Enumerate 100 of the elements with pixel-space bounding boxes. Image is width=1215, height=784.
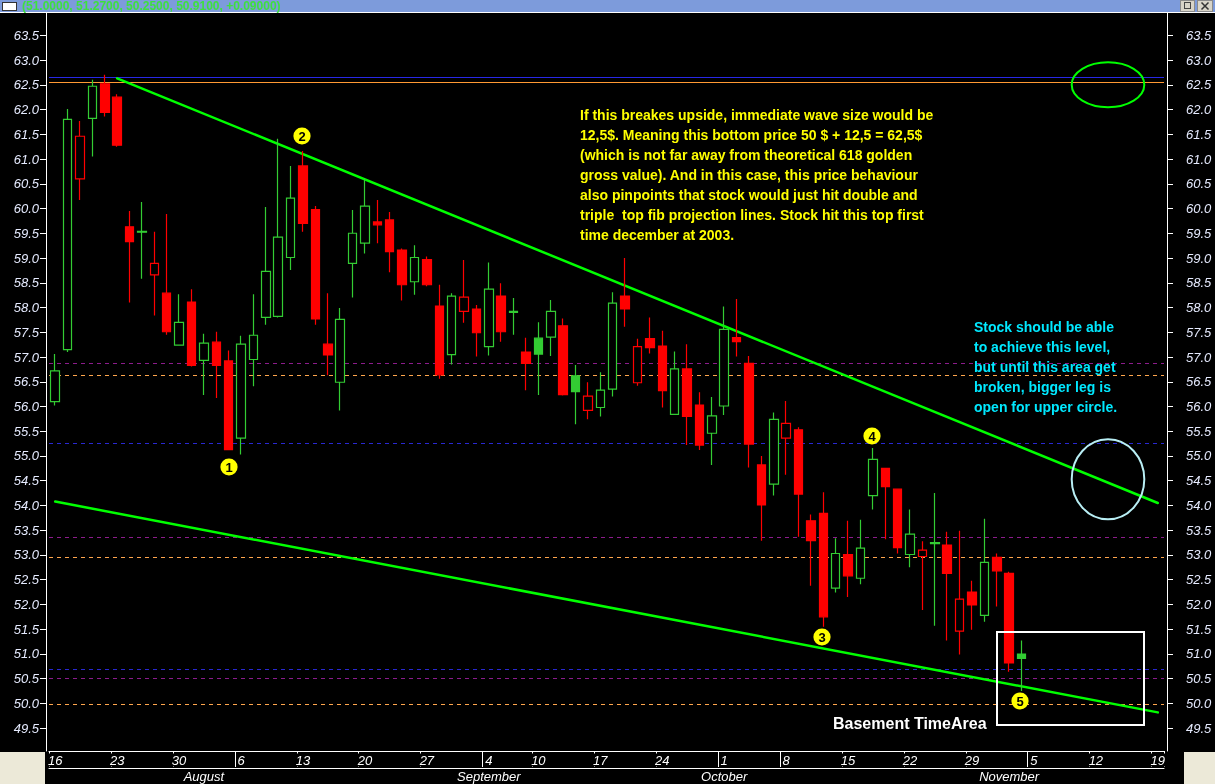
candlestick xyxy=(396,248,408,302)
candlestick xyxy=(657,330,668,409)
candlestick xyxy=(186,288,197,368)
x-tick-label: 27 xyxy=(418,752,435,768)
x-tick-label: 5 xyxy=(1030,752,1039,768)
candlestick xyxy=(731,298,742,358)
candlestick xyxy=(706,396,718,466)
candlestick xyxy=(198,333,210,396)
candlestick xyxy=(260,206,272,326)
candlestick xyxy=(508,297,519,336)
candlestick xyxy=(780,400,792,476)
y2-tick-label: 55.5 xyxy=(1186,423,1213,439)
candlestick xyxy=(880,467,891,540)
x-tick-label: 16 xyxy=(47,752,64,768)
y-tick-label: 55.0 xyxy=(13,448,40,464)
y-tick-label: 57.0 xyxy=(13,349,40,365)
candlestick xyxy=(347,209,358,299)
candlestick xyxy=(644,316,656,355)
candlestick xyxy=(173,293,185,346)
y-tick-label: 52.5 xyxy=(13,572,40,588)
candlestick xyxy=(570,364,581,425)
chart-title: (51.0000, 51.2700, 50.2500, 50.9100, +0.09000) xyxy=(22,0,281,13)
y-tick-label: 63.5 xyxy=(13,27,40,43)
candlestick xyxy=(718,305,730,416)
y2-tick-label: 57.0 xyxy=(1186,349,1213,365)
x-tick-label: 6 xyxy=(237,752,246,768)
candlestick xyxy=(855,519,866,585)
y2-tick-label: 50.5 xyxy=(1186,671,1213,687)
y-tick-label: 56.5 xyxy=(13,374,40,390)
candlestick xyxy=(322,292,334,376)
candlestick xyxy=(842,520,854,598)
y-tick-label: 56.0 xyxy=(13,399,40,414)
y2-tick-label: 59.0 xyxy=(1186,250,1213,266)
y2-tick-label: 63.0 xyxy=(1186,52,1213,68)
candlestick xyxy=(966,580,978,631)
y2-tick-label: 51.5 xyxy=(1186,621,1213,637)
candlestick xyxy=(694,391,705,451)
y-tick-label: 57.5 xyxy=(13,324,40,340)
candlestick xyxy=(979,518,990,623)
y-tick-label: 49.5 xyxy=(13,720,40,736)
annotation: 1 xyxy=(225,459,233,475)
candlestick xyxy=(458,259,470,324)
candlestick xyxy=(904,508,916,568)
candlestick xyxy=(211,331,222,399)
candlestick xyxy=(892,488,903,555)
candlestick xyxy=(124,210,135,304)
candlestick xyxy=(49,353,61,407)
candlestick xyxy=(285,165,296,271)
y-tick-label: 54.5 xyxy=(13,473,40,489)
x-tick-label: 30 xyxy=(171,752,188,768)
candlestick xyxy=(545,299,557,357)
y2-tick-label: 54.5 xyxy=(1186,473,1213,489)
annotation: 2 xyxy=(298,128,306,144)
annotation: 3 xyxy=(818,629,826,645)
y-tick-label: 51.5 xyxy=(13,621,40,637)
candlestick xyxy=(830,537,841,594)
x-tick-label: 4 September xyxy=(457,752,522,784)
y-tick-label: 58.5 xyxy=(13,275,40,291)
y-tick-label: 51.0 xyxy=(13,646,40,662)
y-tick-label: 54.0 xyxy=(13,497,40,513)
candlestick xyxy=(161,213,172,336)
y-tick-label: 50.0 xyxy=(13,695,40,711)
y2-tick-label: 58.5 xyxy=(1186,275,1213,291)
x-tick-label: 17 xyxy=(593,752,609,768)
x-tick-label: 20 xyxy=(356,752,373,768)
candlestick xyxy=(681,343,693,446)
y-tick-label: 63.0 xyxy=(13,52,40,68)
annotation: If this breakes upside, immediate wave size would be 12,5$. Meaning this bottom price 50 $ + 12,5 = 62,5$ (which is not far away from theoretical 618 golden gross value). And in this case, this price behaviour also pinpoints that stock would just hit double and triple top fib projection lines. Stock hit this top first time december at 2003. xyxy=(580,107,934,243)
candlestick xyxy=(743,355,755,468)
y-tick-label: 53.5 xyxy=(13,522,40,538)
y2-tick-label: 56.5 xyxy=(1186,374,1213,390)
candlestick xyxy=(619,257,631,328)
candlestick xyxy=(297,150,309,233)
candlestick xyxy=(607,291,618,398)
y2-tick-label: 49.5 xyxy=(1186,720,1213,736)
y-tick-label: 62.5 xyxy=(13,77,40,93)
candlestick xyxy=(434,284,445,380)
candlestick xyxy=(149,231,160,317)
x-tick-label: 12 xyxy=(1088,752,1104,768)
y-tick-label: 50.5 xyxy=(13,671,40,687)
candlestick xyxy=(533,321,544,396)
candlestick xyxy=(272,138,284,319)
candlestick xyxy=(1003,571,1015,673)
candlestick xyxy=(421,255,433,287)
candlestick xyxy=(582,381,594,420)
y-tick-label: 52.0 xyxy=(13,596,40,612)
candlestick xyxy=(248,293,259,387)
y-tick-label: 55.5 xyxy=(13,423,40,439)
x-tick-label: 29 xyxy=(963,752,980,768)
y-tick-label: 60.0 xyxy=(13,201,40,217)
y2-tick-label: 61.0 xyxy=(1186,151,1213,167)
y2-tick-label: 62.5 xyxy=(1186,77,1213,93)
candlestick xyxy=(818,491,829,628)
y2-tick-label: 60.5 xyxy=(1186,176,1213,192)
candlestick xyxy=(1016,640,1027,692)
candlestick xyxy=(495,282,507,343)
y2-tick-label: 57.5 xyxy=(1186,324,1213,340)
candlestick xyxy=(136,201,148,280)
y2-tick-label: 50.0 xyxy=(1186,695,1213,711)
candlestick xyxy=(310,205,321,326)
